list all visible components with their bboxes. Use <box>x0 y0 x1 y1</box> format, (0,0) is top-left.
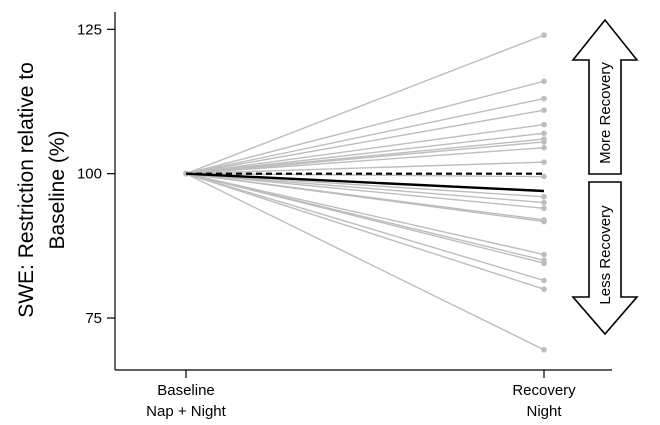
recovery-point <box>541 173 547 180</box>
individual-line <box>185 80 545 175</box>
x-tick-label: Baseline <box>157 382 215 399</box>
individual-line <box>185 132 545 175</box>
recovery-point <box>541 346 547 353</box>
y-tick-label: 100 <box>77 166 102 183</box>
less-recovery-label: Less Recovery <box>597 205 614 305</box>
recovery-point <box>541 139 547 145</box>
more-recovery-arrow: More Recovery <box>571 18 639 175</box>
recovery-point <box>541 277 547 284</box>
recovery-point <box>541 251 547 258</box>
y-tick-label: 125 <box>77 21 102 38</box>
summary-lines <box>185 172 545 193</box>
individual-line <box>185 172 545 223</box>
individual-line <box>185 172 545 264</box>
less-recovery-arrow: Less Recovery <box>571 181 639 336</box>
recovery-point <box>541 286 547 292</box>
individual-line <box>185 172 545 256</box>
individual-line <box>185 34 545 175</box>
individual-line <box>185 172 545 210</box>
individual-line <box>185 109 545 175</box>
individual-line <box>185 173 545 282</box>
recovery-point <box>541 260 547 266</box>
individual-line <box>185 97 545 175</box>
down-arrow-icon <box>571 181 639 336</box>
recovery-point <box>541 205 547 212</box>
individual-line <box>185 161 545 175</box>
x-tick-label: Recovery <box>512 382 576 399</box>
x-tick-label: Night <box>526 403 562 420</box>
recovery-point <box>541 78 547 85</box>
recovery-point <box>541 193 547 200</box>
individual-lines <box>183 32 547 353</box>
y-ticks: 75 100 125 <box>77 21 115 327</box>
y-axis-label-line2: Baseline (%) <box>46 130 69 249</box>
recovery-point <box>541 107 547 113</box>
recovery-point <box>541 95 547 102</box>
individual-line <box>185 141 545 175</box>
individual-line <box>185 173 545 290</box>
y-axis-label-line1: SWE: Restriction relative to <box>15 62 38 318</box>
mean-line <box>185 172 545 193</box>
more-recovery-label: More Recovery <box>597 62 614 164</box>
individual-line <box>185 172 545 178</box>
recovery-point <box>541 121 547 128</box>
individual-line <box>185 172 545 204</box>
y-tick-label: 75 <box>85 310 102 327</box>
individual-line <box>185 123 545 175</box>
up-arrow-icon <box>571 18 639 175</box>
individual-line <box>185 173 545 351</box>
x-ticks: Baseline Nap + Night Recovery Night <box>146 370 576 420</box>
recovery-point <box>541 218 547 225</box>
recovery-point <box>541 130 547 137</box>
recovery-point <box>541 199 547 206</box>
individual-line <box>185 146 545 175</box>
recovery-point <box>541 144 547 151</box>
x-tick-label: Nap + Night <box>146 403 226 420</box>
recovery-point <box>541 159 547 165</box>
recovery-point <box>541 32 547 38</box>
